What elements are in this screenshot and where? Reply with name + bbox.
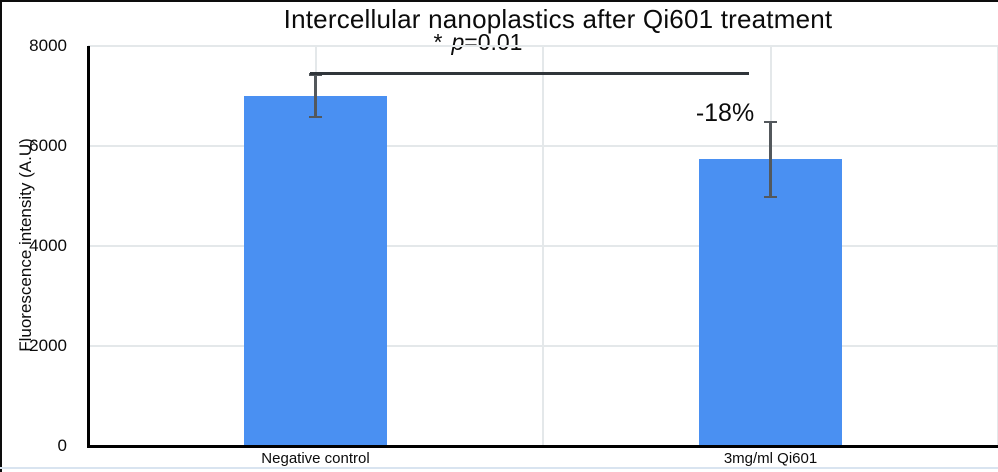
error-bar-line xyxy=(769,121,772,197)
x-category-label: Negative control xyxy=(261,450,370,467)
error-bar-line xyxy=(314,74,317,117)
gridline-vertical xyxy=(542,46,544,446)
chart-title: Intercellular nanoplastics after Qi601 t… xyxy=(283,4,833,34)
x-axis-line xyxy=(86,444,998,448)
significance-p-value: =0.01 xyxy=(464,29,523,55)
error-bar-cap-top xyxy=(764,120,777,123)
y-axis-line xyxy=(86,46,90,448)
error-bar-cap-bottom xyxy=(309,115,322,118)
y-tick-label: 6000 xyxy=(29,136,67,155)
y-tick-label: 8000 xyxy=(29,36,67,55)
significance-label: * p=0.01 xyxy=(434,29,523,56)
figure-border-left xyxy=(0,0,2,472)
error-bar-cap-bottom xyxy=(764,195,777,198)
significance-line xyxy=(309,72,749,75)
significance-p-symbol: p xyxy=(451,29,465,55)
x-category-label: 3mg/ml Qi601 xyxy=(723,450,818,467)
figure-border-top xyxy=(0,0,998,2)
y-tick-label: 2000 xyxy=(29,336,67,355)
bottom-accent-line xyxy=(0,467,998,469)
y-tick-label: 4000 xyxy=(29,236,67,255)
significance-asterisk: * xyxy=(433,29,443,55)
bar-3mg-ml-qi601 xyxy=(699,159,842,446)
percent-change-label: -18% xyxy=(695,99,755,127)
y-tick-label: 0 xyxy=(57,436,67,455)
bar-negative-control xyxy=(244,96,387,446)
